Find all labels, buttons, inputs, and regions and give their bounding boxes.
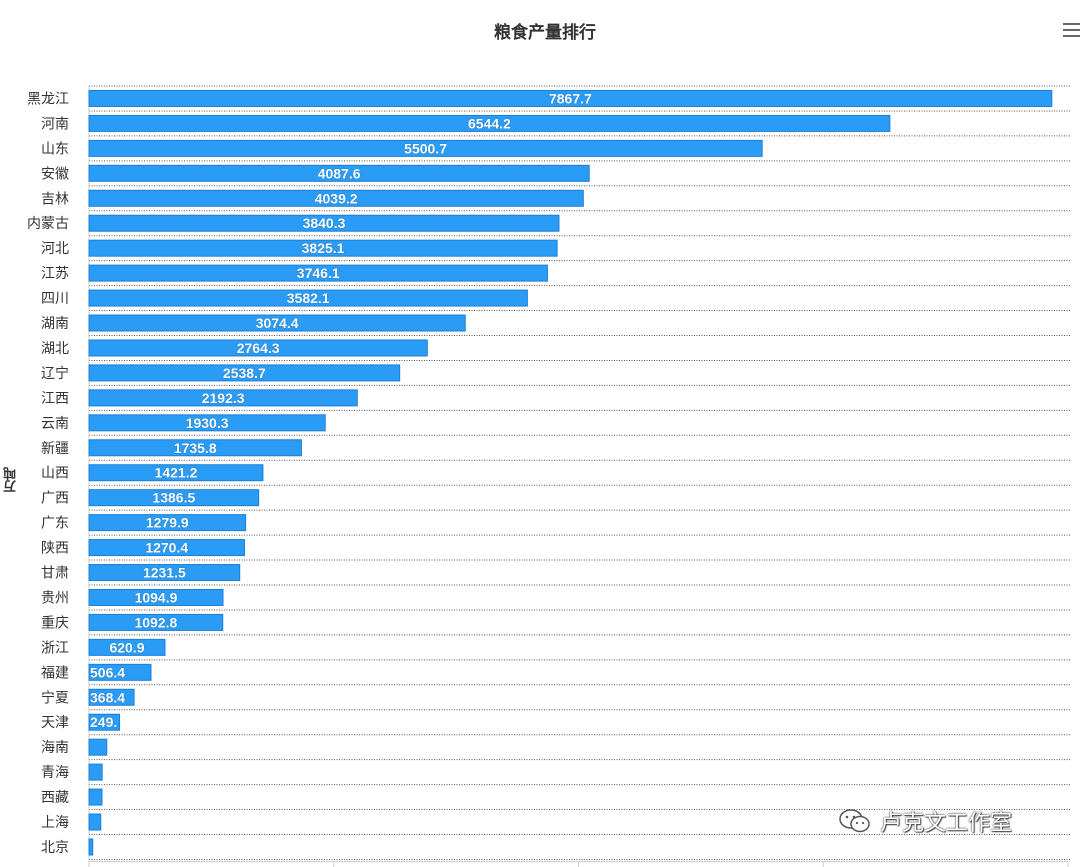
bar xyxy=(88,713,121,731)
category-label: 辽宁 xyxy=(41,365,69,382)
category-label: 四川 xyxy=(41,291,69,307)
data-label: 1270.4 xyxy=(145,540,188,556)
data-label: 1092.8 xyxy=(134,614,177,630)
data-label: 368.4 xyxy=(90,689,125,705)
watermark-text: 卢克文工作室 xyxy=(880,811,1013,836)
data-label: 1094.9 xyxy=(135,589,178,605)
data-label: 7867.7 xyxy=(549,90,592,106)
category-label: 北京 xyxy=(41,840,69,856)
bar xyxy=(88,838,94,856)
category-label: 浙江 xyxy=(41,640,69,656)
bar xyxy=(88,638,166,656)
category-label: 吉林 xyxy=(41,191,69,207)
data-label: 2538.7 xyxy=(223,365,266,381)
category-label: 江苏 xyxy=(41,266,69,282)
bar xyxy=(88,339,428,357)
bar xyxy=(88,489,260,507)
category-label: 湖南 xyxy=(41,316,69,332)
category-label: 山东 xyxy=(41,141,69,157)
bar xyxy=(88,239,558,257)
data-label: 1735.8 xyxy=(174,440,217,456)
bar xyxy=(88,763,103,781)
bar xyxy=(88,164,590,182)
category-label: 陕西 xyxy=(41,541,69,557)
category-label: 宁夏 xyxy=(41,689,69,706)
category-label: 云南 xyxy=(41,416,69,432)
category-label: 海南 xyxy=(41,740,69,756)
bar xyxy=(88,588,224,606)
bar xyxy=(88,813,102,831)
data-label: 2192.3 xyxy=(202,390,245,406)
category-label: 福建 xyxy=(41,665,69,681)
category-label: 青海 xyxy=(41,765,69,781)
data-label: 3825.1 xyxy=(302,240,345,256)
bar xyxy=(88,788,103,806)
data-label: 3840.3 xyxy=(303,215,346,231)
bar xyxy=(88,663,152,681)
bar xyxy=(88,289,528,307)
data-label: 3074.4 xyxy=(256,315,299,331)
bar xyxy=(88,189,584,207)
bar xyxy=(88,364,401,382)
bar xyxy=(88,414,326,432)
category-label: 河南 xyxy=(41,116,69,132)
category-label: 河北 xyxy=(41,241,69,257)
bar xyxy=(88,439,302,457)
data-label: 249. xyxy=(90,714,117,730)
category-label: 内蒙古 xyxy=(27,216,69,232)
bar xyxy=(88,214,560,232)
bar xyxy=(88,139,763,157)
data-label: 1279.9 xyxy=(146,515,189,531)
watermark: 卢克文工作室 xyxy=(838,806,1012,836)
bar xyxy=(88,114,891,132)
data-label: 4087.6 xyxy=(318,165,361,181)
category-label: 上海 xyxy=(41,815,69,831)
data-label: 6544.2 xyxy=(468,115,511,131)
data-label: 1930.3 xyxy=(186,415,229,431)
category-label: 安徽 xyxy=(41,166,69,182)
data-label: 1386.5 xyxy=(152,490,195,506)
bar xyxy=(88,264,548,282)
category-label: 黑龙江 xyxy=(27,91,69,107)
bar xyxy=(88,564,241,582)
category-label: 甘肃 xyxy=(41,566,69,582)
data-label: 3582.1 xyxy=(287,290,330,306)
category-label: 西藏 xyxy=(41,790,69,806)
hamburger-menu-icon[interactable] xyxy=(1063,22,1080,38)
bar xyxy=(88,688,135,706)
data-label: 1421.2 xyxy=(155,465,198,481)
category-label: 广西 xyxy=(41,491,69,507)
bar xyxy=(88,613,224,631)
category-label: 天津 xyxy=(41,715,69,731)
category-label: 江西 xyxy=(41,391,69,407)
bar xyxy=(88,89,1053,107)
bar xyxy=(88,314,466,332)
category-label: 湖北 xyxy=(41,341,69,357)
bar xyxy=(88,738,108,756)
wechat-icon xyxy=(839,809,870,833)
category-label: 贵州 xyxy=(41,590,69,606)
data-label: 5500.7 xyxy=(404,140,447,156)
chart-title: 粮食产量排行 xyxy=(494,23,596,43)
category-label: 山西 xyxy=(41,466,69,482)
data-label: 4039.2 xyxy=(315,190,358,206)
data-label: 506.4 xyxy=(90,664,125,680)
category-label: 广东 xyxy=(41,516,69,532)
bar xyxy=(88,514,247,532)
data-label: 620.9 xyxy=(109,639,144,655)
bar xyxy=(88,464,264,482)
data-label: 3746.1 xyxy=(297,265,340,281)
bar xyxy=(88,539,245,557)
category-label: 新疆 xyxy=(41,441,69,457)
data-label: 2764.3 xyxy=(237,340,280,356)
data-label: 1231.5 xyxy=(143,565,186,581)
category-label: 重庆 xyxy=(41,615,69,631)
bar xyxy=(88,389,358,407)
